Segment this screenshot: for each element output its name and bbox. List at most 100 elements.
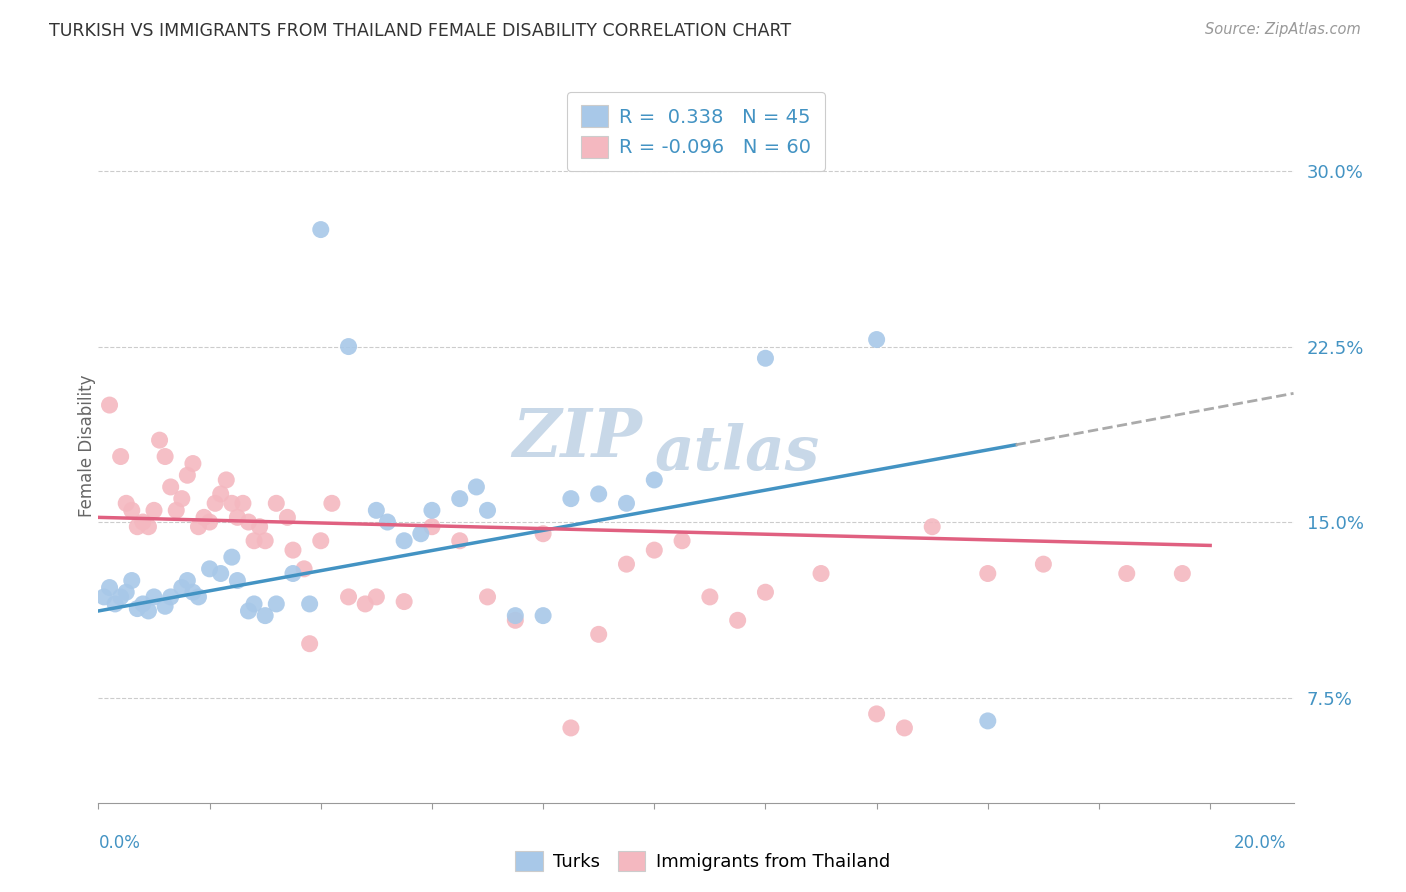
Point (354, 597, 377, 611)
Point (1171, 566, 1194, 581)
Point (243, 597, 266, 611)
Point (232, 496, 254, 510)
Point (176, 574, 198, 588)
Point (671, 533, 693, 548)
Point (616, 557, 638, 571)
Point (181, 457, 204, 471)
Point (366, 503, 388, 517)
Point (266, 496, 288, 510)
Point (221, 496, 243, 510)
Point (249, 519, 271, 533)
Point (138, 519, 160, 533)
Point (449, 491, 471, 506)
Point (127, 519, 149, 533)
Point (477, 590, 499, 604)
Point (243, 533, 266, 548)
Point (170, 581, 193, 595)
Point (810, 566, 832, 581)
Point (165, 503, 187, 517)
Point (132, 597, 155, 611)
Point (93, 590, 115, 604)
Point (98, 398, 121, 412)
Point (366, 590, 388, 604)
Point (531, 526, 554, 541)
Point (187, 590, 209, 604)
Legend: Turks, Immigrants from Thailand: Turks, Immigrants from Thailand (508, 844, 898, 879)
Point (893, 721, 915, 735)
Point (254, 608, 277, 623)
Point (254, 533, 277, 548)
Point (226, 510, 249, 524)
Point (298, 597, 321, 611)
Point (337, 590, 360, 604)
Point (643, 543, 665, 558)
Point (110, 590, 132, 604)
Point (977, 714, 1000, 728)
Point (377, 515, 399, 529)
Point (392, 594, 415, 608)
Point (505, 613, 527, 627)
Point (477, 503, 499, 517)
Point (588, 627, 610, 641)
Point (148, 433, 170, 447)
Point (560, 491, 582, 506)
Point (159, 590, 181, 604)
Point (198, 515, 221, 529)
Point (643, 473, 665, 487)
Point (127, 601, 149, 615)
Point (1032, 557, 1054, 571)
Y-axis label: Female Disability: Female Disability (79, 375, 96, 517)
Point (505, 608, 527, 623)
Point (921, 519, 943, 533)
Point (181, 585, 204, 599)
Point (153, 599, 176, 614)
Point (865, 706, 887, 721)
Point (420, 503, 443, 517)
Point (153, 450, 176, 464)
Point (209, 487, 232, 501)
Point (321, 496, 343, 510)
Point (209, 566, 232, 581)
Point (977, 566, 1000, 581)
Point (616, 496, 638, 510)
Point (115, 496, 138, 510)
Point (754, 351, 776, 366)
Point (337, 340, 360, 354)
Point (121, 574, 143, 588)
Point (699, 590, 721, 604)
Point (276, 510, 298, 524)
Point (98, 581, 121, 595)
Point (309, 533, 332, 548)
Point (465, 480, 488, 494)
Point (221, 550, 243, 565)
Point (170, 491, 193, 506)
Point (110, 450, 132, 464)
Text: atlas: atlas (654, 423, 820, 483)
Point (266, 597, 288, 611)
Point (159, 480, 181, 494)
Text: 0.0%: 0.0% (98, 834, 141, 852)
Point (449, 533, 471, 548)
Text: 20.0%: 20.0% (1234, 834, 1286, 852)
Text: Source: ZipAtlas.com: Source: ZipAtlas.com (1205, 22, 1361, 37)
Point (727, 613, 749, 627)
Point (138, 604, 160, 618)
Point (143, 590, 166, 604)
Legend: R =  0.338   N = 45, R = -0.096   N = 60: R = 0.338 N = 45, R = -0.096 N = 60 (567, 92, 825, 171)
Point (281, 543, 304, 558)
Point (560, 721, 582, 735)
Point (420, 519, 443, 533)
Point (193, 510, 215, 524)
Text: TURKISH VS IMMIGRANTS FROM THAILAND FEMALE DISABILITY CORRELATION CHART: TURKISH VS IMMIGRANTS FROM THAILAND FEMA… (49, 22, 792, 40)
Point (409, 526, 432, 541)
Point (1115, 566, 1137, 581)
Point (198, 562, 221, 576)
Text: ZIP: ZIP (512, 407, 643, 471)
Point (292, 562, 315, 576)
Point (132, 515, 155, 529)
Point (392, 533, 415, 548)
Point (176, 468, 198, 483)
Point (238, 515, 260, 529)
Point (865, 333, 887, 347)
Point (187, 519, 209, 533)
